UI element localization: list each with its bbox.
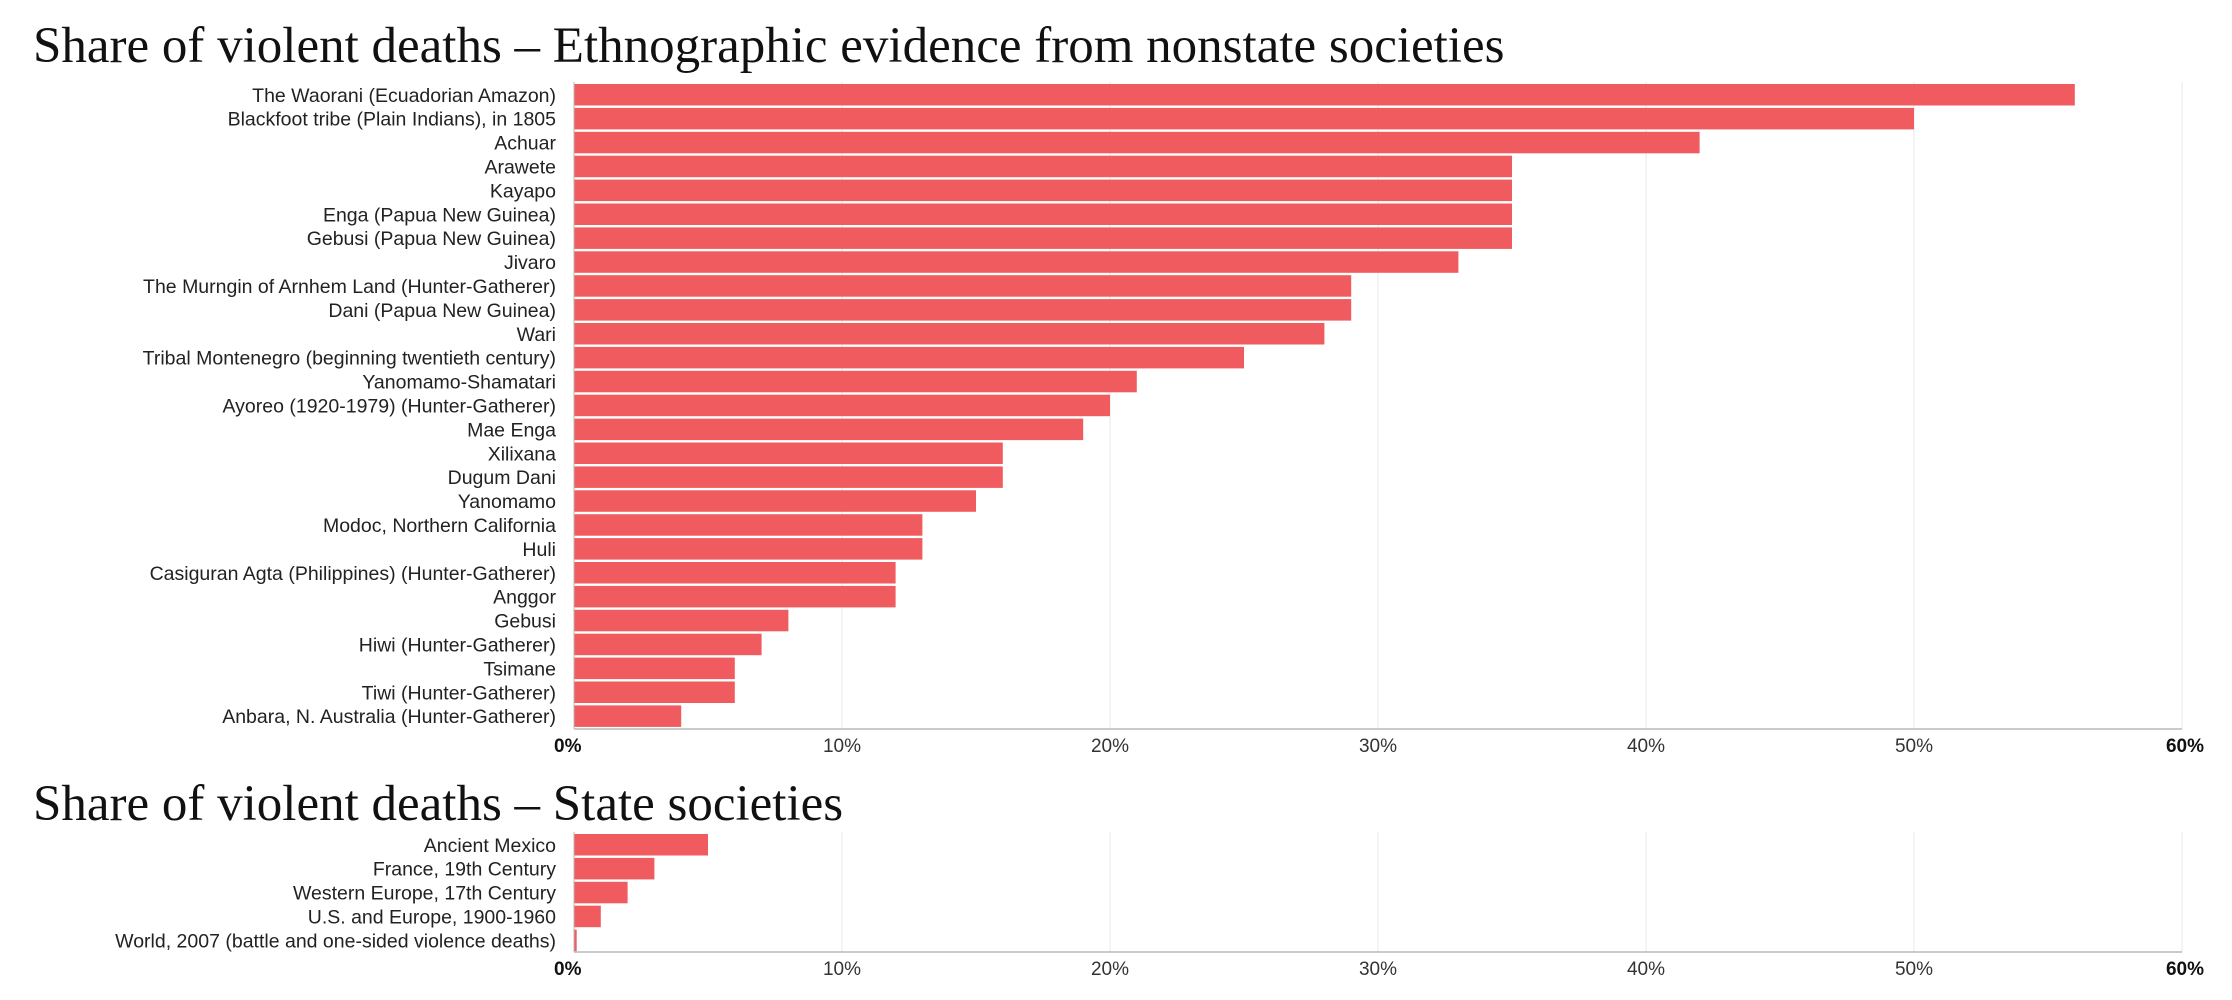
category-label: Mae Enga xyxy=(467,419,556,441)
category-label: Yanomamo-Shamatari xyxy=(362,372,556,394)
bar xyxy=(574,394,1110,417)
category-label: Gebusi (Papua New Guinea) xyxy=(307,228,556,250)
category-label: Western Europe, 17th Century xyxy=(293,883,556,905)
category-label: Jivaro xyxy=(504,252,556,274)
bar xyxy=(574,203,1512,225)
category-label: Xilixana xyxy=(488,443,556,465)
category-label: U.S. and Europe, 1900-1960 xyxy=(308,906,556,928)
x-tick-label: 40% xyxy=(1627,959,1665,980)
category-label: Anggor xyxy=(493,587,556,609)
chart-panel-1: Share of violent deaths – Ethnographic e… xyxy=(33,18,2204,757)
bar xyxy=(574,466,1003,488)
category-label: Ayoreo (1920-1979) (Hunter-Gatherer) xyxy=(223,395,556,417)
x-tick-label: 30% xyxy=(1359,959,1397,980)
category-label: The Murngin of Arnhem Land (Hunter-Gathe… xyxy=(143,276,556,298)
category-label: Tribal Montenegro (beginning twentieth c… xyxy=(143,348,556,370)
category-label: Hiwi (Hunter-Gatherer) xyxy=(359,634,556,656)
x-tick-label: 60% xyxy=(2166,959,2204,980)
category-label: Tsimane xyxy=(483,658,556,680)
bar xyxy=(574,834,708,856)
bar xyxy=(574,107,1914,130)
category-label: Kayapo xyxy=(490,180,556,202)
bar xyxy=(574,155,1512,178)
bar xyxy=(574,929,577,952)
bar xyxy=(574,418,1084,441)
category-label: Huli xyxy=(522,539,556,561)
chart-title: Share of violent deaths – Ethnographic e… xyxy=(33,18,1504,74)
bar xyxy=(574,442,1003,464)
x-tick-label: 20% xyxy=(1091,959,1129,980)
bar xyxy=(574,179,1512,202)
x-tick-label: 40% xyxy=(1627,736,1665,757)
chart-panel-2: Share of violent deaths – State societie… xyxy=(33,776,2204,980)
bar xyxy=(574,227,1512,249)
bar xyxy=(574,490,976,512)
bar xyxy=(574,857,655,880)
category-label: Blackfoot tribe (Plain Indians), in 1805 xyxy=(228,109,557,131)
bar xyxy=(574,131,1700,154)
x-tick-label: 10% xyxy=(823,736,861,757)
bar xyxy=(574,251,1459,273)
bar xyxy=(574,705,682,727)
bar xyxy=(574,514,923,536)
category-label: Modoc, Northern California xyxy=(323,515,556,537)
x-tick-label: 20% xyxy=(1091,736,1129,757)
category-label: Anbara, N. Australia (Hunter-Gatherer) xyxy=(222,706,556,728)
category-label: Casiguran Agta (Philippines) (Hunter-Gat… xyxy=(150,563,556,585)
bar xyxy=(574,538,923,560)
bar xyxy=(574,681,735,703)
category-label: Enga (Papua New Guinea) xyxy=(323,204,556,226)
bar xyxy=(574,562,896,584)
chart-title: Share of violent deaths – State societie… xyxy=(33,776,843,832)
category-label: World, 2007 (battle and one-sided violen… xyxy=(115,930,556,952)
x-tick-label: 10% xyxy=(823,959,861,980)
bar xyxy=(574,346,1244,369)
x-tick-label: 50% xyxy=(1895,736,1933,757)
bar xyxy=(574,84,2075,106)
category-label: Tiwi (Hunter-Gatherer) xyxy=(362,682,556,704)
category-label: Arawete xyxy=(484,156,556,178)
bar xyxy=(574,323,1325,345)
x-tick-label: 60% xyxy=(2166,736,2204,757)
category-label: Wari xyxy=(517,324,556,346)
bar xyxy=(574,881,628,904)
category-label: Achuar xyxy=(494,133,556,155)
category-label: Yanomamo xyxy=(458,491,556,513)
category-label: Gebusi xyxy=(494,611,556,633)
x-tick-label: 0% xyxy=(554,959,582,980)
bar xyxy=(574,609,789,632)
x-tick-label: 0% xyxy=(554,736,582,757)
bar xyxy=(574,370,1137,393)
x-tick-label: 50% xyxy=(1895,959,1933,980)
category-label: France, 19th Century xyxy=(373,859,556,881)
bar xyxy=(574,657,735,680)
x-tick-label: 30% xyxy=(1359,736,1397,757)
category-label: Dani (Papua New Guinea) xyxy=(328,300,556,322)
bar xyxy=(574,275,1352,297)
category-label: The Waorani (Ecuadorian Amazon) xyxy=(252,85,556,107)
category-label: Ancient Mexico xyxy=(424,835,556,857)
category-label: Dugum Dani xyxy=(448,467,556,489)
bar xyxy=(574,585,896,608)
bar xyxy=(574,299,1352,321)
bar xyxy=(574,633,762,656)
bar xyxy=(574,905,601,928)
